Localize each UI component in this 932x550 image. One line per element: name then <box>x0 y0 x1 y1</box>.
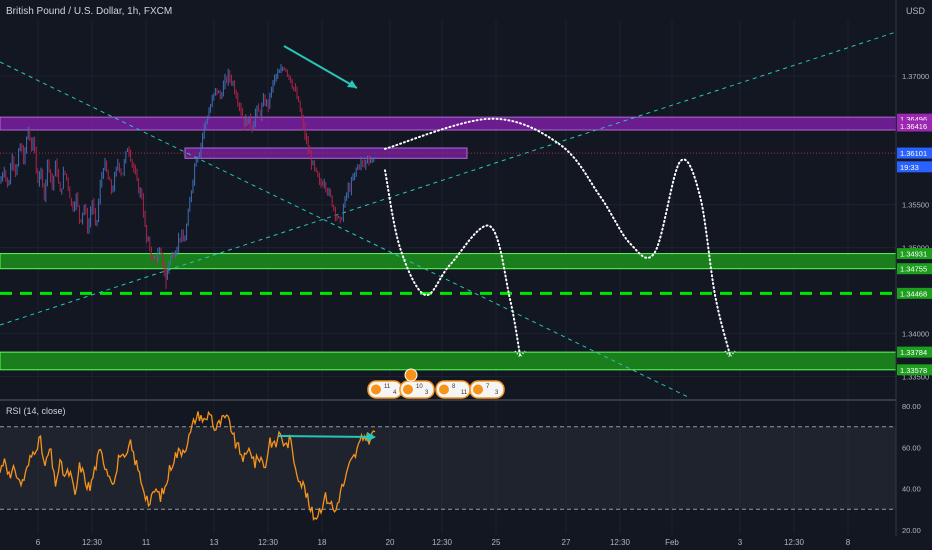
ichi-target-2-band <box>0 351 897 371</box>
currency-label: USD <box>906 6 926 16</box>
time-tick-label: 11 <box>142 538 151 547</box>
event-icon-group: 8 11 <box>435 380 471 399</box>
price-badge <box>897 346 932 358</box>
ascending-trendline <box>0 31 897 326</box>
time-tick-label: 12:30 <box>258 538 279 547</box>
time-tick-label: 6 <box>36 538 41 547</box>
time-tick-label: 13 <box>210 538 219 547</box>
rsi-title: RSI (14, close) <box>6 406 66 416</box>
time-tick-label: 8 <box>846 538 851 547</box>
trendlines-layer <box>0 31 897 399</box>
time-tick-label: 20 <box>386 538 395 547</box>
price-badge <box>897 263 932 275</box>
event-icon-group: 103 <box>399 380 435 399</box>
event-count: 7 <box>486 384 490 390</box>
hd-price-arrow <box>283 45 358 89</box>
rsi-line <box>0 410 376 521</box>
event-count: 10 <box>416 384 423 390</box>
event-icon <box>439 384 449 395</box>
event-icon <box>473 384 483 395</box>
rsi-band-fill <box>0 426 896 510</box>
price-badge <box>897 248 932 260</box>
time-tick-label: Feb <box>665 538 679 547</box>
price-badge <box>897 113 932 125</box>
supply-zone-band <box>0 116 897 131</box>
projection-layer <box>384 117 736 359</box>
zones-layer <box>0 116 897 371</box>
event-icon-group: 73 <box>469 380 505 399</box>
price-badge-label: 1.33578 <box>900 366 927 375</box>
projection-path-main <box>384 117 731 356</box>
event-icon <box>403 384 413 395</box>
price-badge-label: 1.34931 <box>900 250 927 259</box>
price-badge-label: 1.36496 <box>900 115 927 124</box>
hd-rsi-arrowhead <box>367 432 376 442</box>
price-axis-bg <box>896 0 932 550</box>
event-icon-group: 114 <box>367 380 403 399</box>
price-tick-label: 1.37000 <box>902 72 929 81</box>
price-tick-label: 1.34000 <box>902 330 929 339</box>
event-sub: 4 <box>393 390 397 396</box>
event-count: 8 <box>452 384 456 390</box>
time-tick-label: 27 <box>562 538 571 547</box>
event-icon <box>371 384 381 395</box>
event-sub: 3 <box>425 390 429 396</box>
price-badge-label: 1.33784 <box>900 348 927 357</box>
price-badge-label: 19:33 <box>900 163 919 172</box>
rsi-tick-label: 20.00 <box>902 526 921 535</box>
time-tick-label: 12:30 <box>432 538 453 547</box>
symbol-title: British Pound / U.S. Dollar, 1h, FXCM <box>6 6 172 17</box>
hd-rsi-arrow <box>277 435 373 438</box>
price-badge <box>897 161 932 173</box>
price-badge <box>897 364 932 376</box>
resistance-zone-band <box>184 147 468 159</box>
price-badge-label: 1.34468 <box>900 289 927 298</box>
rsi-tick-label: 80.00 <box>902 402 921 411</box>
event-count: 11 <box>384 384 391 390</box>
time-tick-label: 3 <box>738 538 743 547</box>
price-badge <box>897 147 932 159</box>
time-axis-bg <box>0 536 932 550</box>
projection-path-short <box>384 169 521 356</box>
event-sub: 3 <box>495 390 499 396</box>
hd-price-arrowhead <box>347 80 357 88</box>
price-badge <box>897 120 932 132</box>
price-tick-label: 1.33500 <box>902 373 929 382</box>
price-badge-label: 1.36101 <box>900 149 927 158</box>
price-tick-label: 1.35500 <box>902 201 929 210</box>
event-sub: 11 <box>461 390 468 396</box>
price-badge <box>897 287 932 299</box>
time-tick-label: 12:30 <box>784 538 805 547</box>
chart-header: British Pound / U.S. Dollar, 1h, FXCM US… <box>6 6 926 17</box>
time-tick-label: 12:30 <box>82 538 103 547</box>
rsi-panel: RSI (14, close) <box>0 406 896 521</box>
time-tick-label: 12:30 <box>610 538 631 547</box>
price-badge-label: 1.34755 <box>900 265 927 274</box>
time-tick-label: 25 <box>492 538 501 547</box>
candles-layer <box>0 64 375 289</box>
flag-icon <box>404 368 418 382</box>
price-badge-label: 1.36416 <box>900 122 927 131</box>
time-tick-label: 18 <box>318 538 327 547</box>
rsi-tick-label: 40.00 <box>902 485 921 494</box>
rsi-tick-label: 60.00 <box>902 443 921 452</box>
